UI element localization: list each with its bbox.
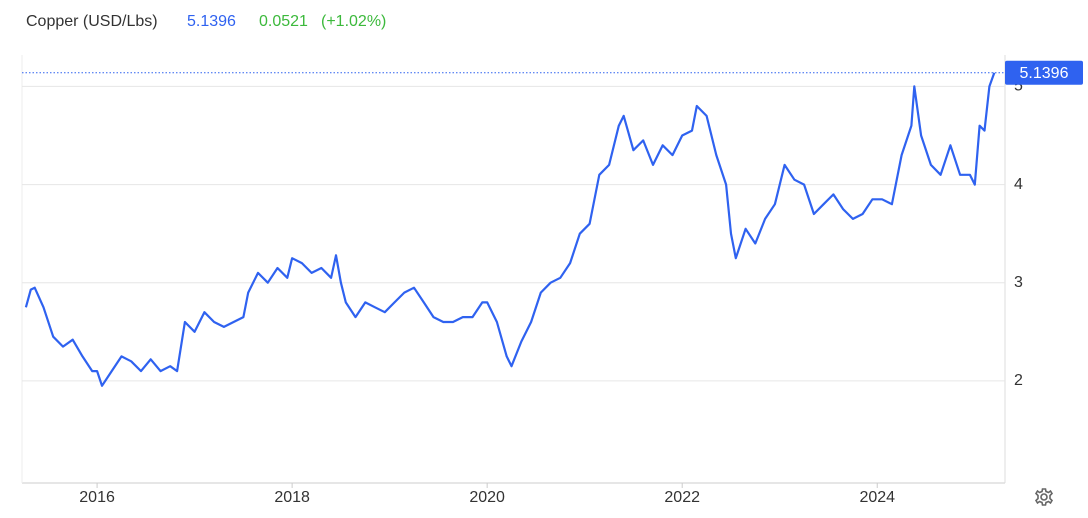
x-tick-label: 2020 [469,489,505,506]
change: 0.0521 [259,13,308,30]
chart-title: Copper (USD/Lbs) [26,13,158,30]
y-tick-label: 2 [1014,372,1023,389]
settings-icon-center [1040,493,1048,501]
price-line [24,72,996,387]
x-tick-label: 2018 [274,489,310,506]
last-value-box [1005,60,1083,85]
y-tick-label: 3 [1014,274,1023,291]
last-value-label: 5.1396 [1020,65,1069,82]
y-tick-label: 5 [1014,78,1023,95]
y-tick-label: 4 [1014,176,1023,193]
x-tick-label: 2022 [664,489,700,506]
x-tick-label: 2024 [859,489,895,506]
change-percent: (+1.02%) [321,13,386,30]
settings-icon[interactable] [1034,488,1054,506]
x-tick-label: 2016 [79,489,115,506]
settings-icon-gear [1034,488,1054,506]
last-value: 5.1396 [187,13,236,30]
